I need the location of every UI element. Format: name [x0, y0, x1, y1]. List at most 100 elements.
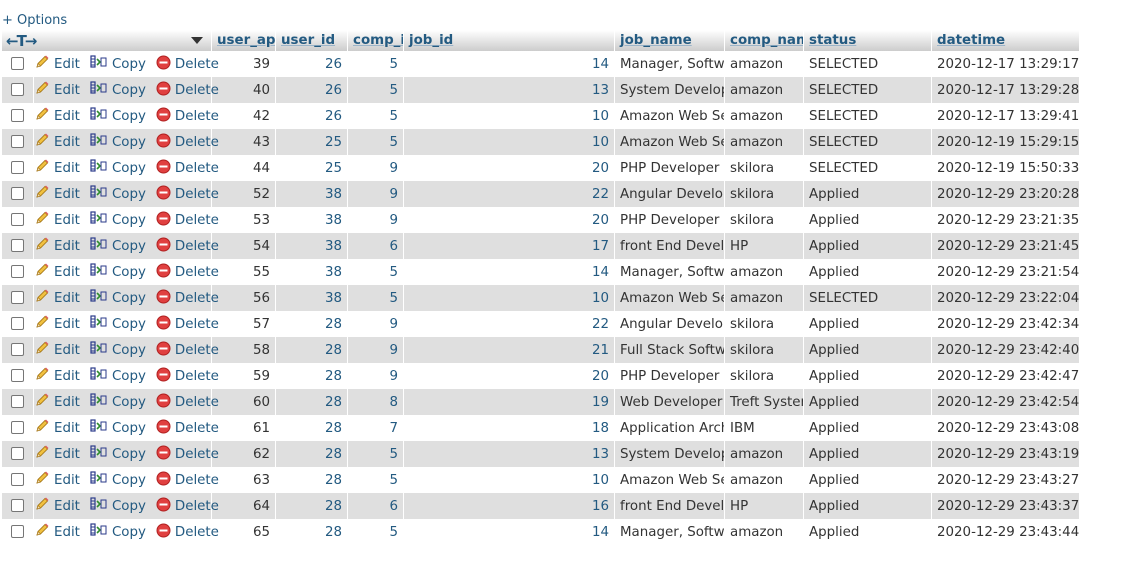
row-checkbox[interactable] — [11, 369, 24, 382]
copy-button[interactable]: Copy — [90, 210, 146, 230]
cell-user-id[interactable]: 28 — [276, 311, 348, 337]
delete-button[interactable]: Delete — [156, 315, 219, 334]
row-checkbox[interactable] — [11, 57, 24, 70]
edit-button[interactable]: Edit — [34, 366, 80, 386]
column-nav-arrows[interactable]: ←T→ — [6, 31, 37, 50]
edit-button[interactable]: Edit — [34, 392, 80, 412]
cell-user-id[interactable]: 28 — [276, 389, 348, 415]
copy-button[interactable]: Copy — [90, 158, 146, 178]
column-header-status[interactable]: status — [804, 30, 932, 51]
row-checkbox[interactable] — [11, 395, 24, 408]
edit-button[interactable]: Edit — [34, 470, 80, 490]
delete-button[interactable]: Delete — [156, 289, 219, 308]
row-checkbox[interactable] — [11, 265, 24, 278]
copy-button[interactable]: Copy — [90, 522, 146, 542]
cell-user-id[interactable]: 28 — [276, 467, 348, 493]
column-header-user-id[interactable]: user_id — [276, 30, 348, 51]
cell-user-id[interactable]: 28 — [276, 363, 348, 389]
cell-job-id[interactable]: 22 — [404, 311, 615, 337]
cell-comp-id[interactable]: 5 — [348, 285, 404, 311]
delete-button[interactable]: Delete — [156, 185, 219, 204]
cell-user-id[interactable]: 26 — [276, 51, 348, 77]
cell-comp-id[interactable]: 5 — [348, 51, 404, 77]
row-checkbox[interactable] — [11, 135, 24, 148]
cell-user-id[interactable]: 38 — [276, 285, 348, 311]
delete-button[interactable]: Delete — [156, 393, 219, 412]
edit-button[interactable]: Edit — [34, 54, 80, 74]
row-checkbox[interactable] — [11, 291, 24, 304]
cell-job-id[interactable]: 21 — [404, 337, 615, 363]
edit-button[interactable]: Edit — [34, 106, 80, 126]
delete-button[interactable]: Delete — [156, 445, 219, 464]
options-link[interactable]: + Options — [2, 13, 68, 28]
edit-button[interactable]: Edit — [34, 340, 80, 360]
cell-user-id[interactable]: 25 — [276, 129, 348, 155]
row-checkbox[interactable] — [11, 83, 24, 96]
copy-button[interactable]: Copy — [90, 262, 146, 282]
cell-comp-id[interactable]: 5 — [348, 467, 404, 493]
row-checkbox[interactable] — [11, 499, 24, 512]
column-header-comp-name[interactable]: comp_name — [725, 30, 804, 51]
edit-button[interactable]: Edit — [34, 496, 80, 516]
cell-job-id[interactable]: 13 — [404, 77, 615, 103]
cell-comp-id[interactable]: 5 — [348, 441, 404, 467]
delete-button[interactable]: Delete — [156, 159, 219, 178]
delete-button[interactable]: Delete — [156, 55, 219, 74]
edit-button[interactable]: Edit — [34, 132, 80, 152]
row-checkbox[interactable] — [11, 187, 24, 200]
cell-comp-id[interactable]: 9 — [348, 155, 404, 181]
cell-user-id[interactable]: 26 — [276, 103, 348, 129]
edit-button[interactable]: Edit — [34, 418, 80, 438]
delete-button[interactable]: Delete — [156, 367, 219, 386]
cell-user-id[interactable]: 25 — [276, 155, 348, 181]
copy-button[interactable]: Copy — [90, 80, 146, 100]
copy-button[interactable]: Copy — [90, 54, 146, 74]
cell-job-id[interactable]: 19 — [404, 389, 615, 415]
column-header-user-applied-job-id[interactable]: user_applied_job_id — [212, 30, 276, 51]
row-checkbox[interactable] — [11, 161, 24, 174]
column-header-comp-id[interactable]: comp_id — [348, 30, 404, 51]
edit-button[interactable]: Edit — [34, 522, 80, 542]
edit-button[interactable]: Edit — [34, 262, 80, 282]
cell-job-id[interactable]: 20 — [404, 155, 615, 181]
copy-button[interactable]: Copy — [90, 392, 146, 412]
dropdown-arrow-icon[interactable] — [191, 37, 203, 44]
cell-job-id[interactable]: 13 — [404, 441, 615, 467]
row-checkbox[interactable] — [11, 239, 24, 252]
delete-button[interactable]: Delete — [156, 211, 219, 230]
copy-button[interactable]: Copy — [90, 496, 146, 516]
cell-comp-id[interactable]: 5 — [348, 103, 404, 129]
edit-button[interactable]: Edit — [34, 236, 80, 256]
copy-button[interactable]: Copy — [90, 314, 146, 334]
cell-comp-id[interactable]: 8 — [348, 389, 404, 415]
column-header-job-id[interactable]: job_id — [404, 30, 615, 51]
edit-button[interactable]: Edit — [34, 158, 80, 178]
cell-comp-id[interactable]: 5 — [348, 259, 404, 285]
cell-user-id[interactable]: 26 — [276, 77, 348, 103]
column-header-job-name[interactable]: job_name — [615, 30, 725, 51]
delete-button[interactable]: Delete — [156, 419, 219, 438]
row-checkbox[interactable] — [11, 317, 24, 330]
column-header-datetime[interactable]: datetime — [932, 30, 1080, 51]
row-checkbox[interactable] — [11, 447, 24, 460]
delete-button[interactable]: Delete — [156, 107, 219, 126]
edit-button[interactable]: Edit — [34, 444, 80, 464]
cell-comp-id[interactable]: 9 — [348, 363, 404, 389]
copy-button[interactable]: Copy — [90, 106, 146, 126]
copy-button[interactable]: Copy — [90, 236, 146, 256]
edit-button[interactable]: Edit — [34, 314, 80, 334]
edit-button[interactable]: Edit — [34, 210, 80, 230]
delete-button[interactable]: Delete — [156, 81, 219, 100]
edit-button[interactable]: Edit — [34, 288, 80, 308]
cell-job-id[interactable]: 22 — [404, 181, 615, 207]
cell-job-id[interactable]: 16 — [404, 493, 615, 519]
delete-button[interactable]: Delete — [156, 263, 219, 282]
cell-job-id[interactable]: 10 — [404, 103, 615, 129]
cell-comp-id[interactable]: 5 — [348, 519, 404, 545]
row-checkbox[interactable] — [11, 525, 24, 538]
copy-button[interactable]: Copy — [90, 340, 146, 360]
copy-button[interactable]: Copy — [90, 132, 146, 152]
cell-job-id[interactable]: 20 — [404, 363, 615, 389]
cell-user-id[interactable]: 38 — [276, 181, 348, 207]
cell-job-id[interactable]: 14 — [404, 519, 615, 545]
